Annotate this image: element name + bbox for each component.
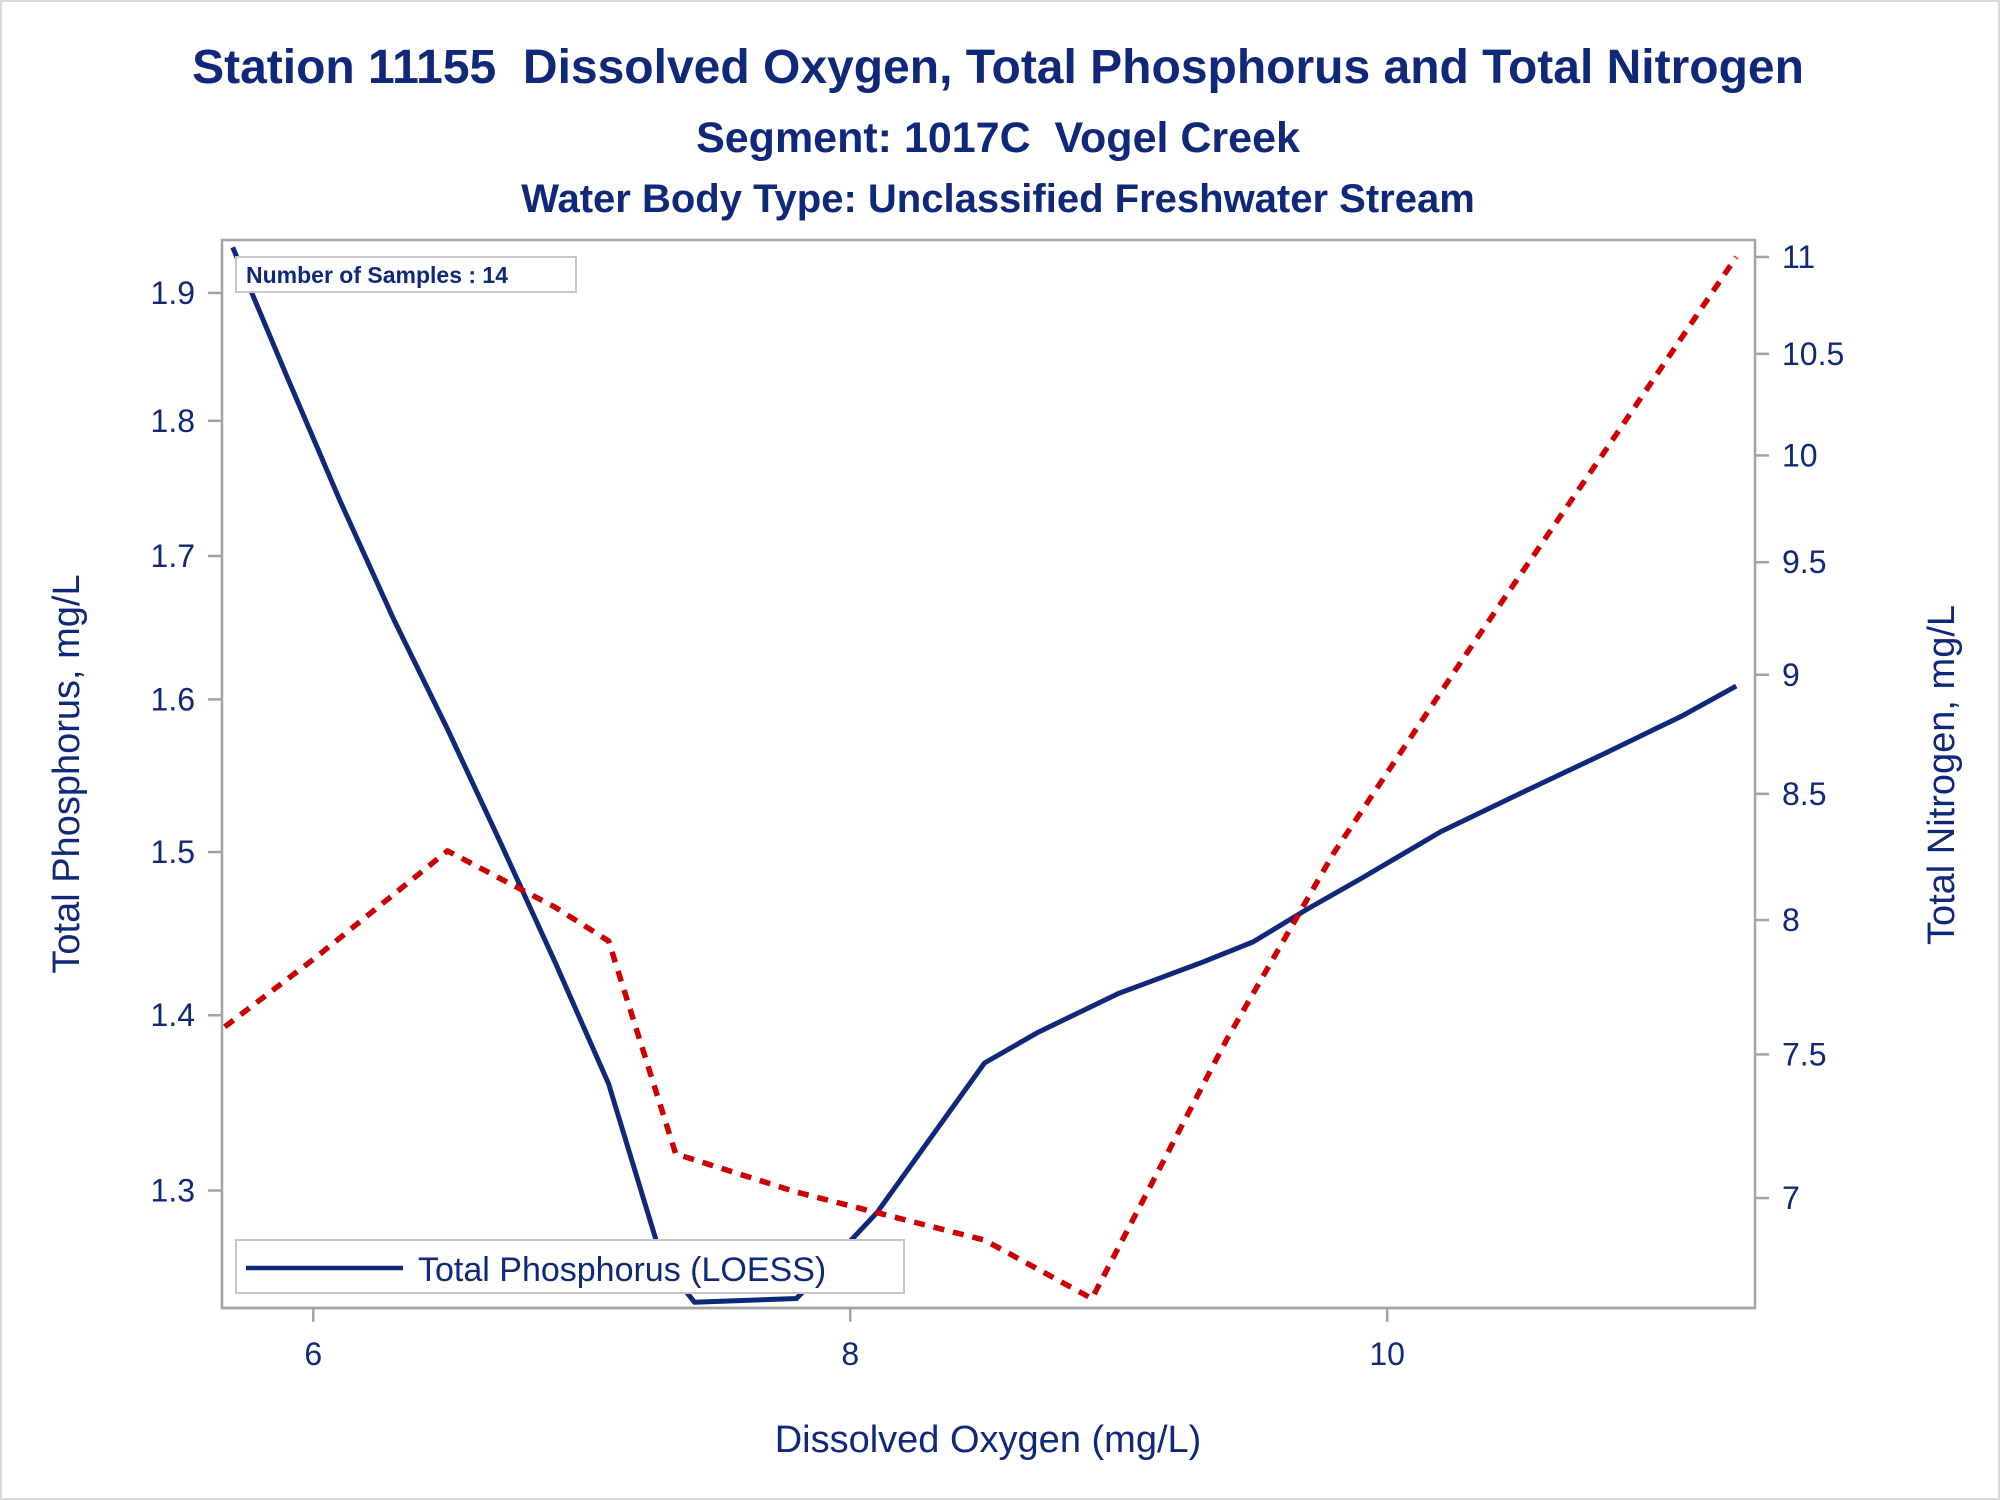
y2-tick-label: 8.5 bbox=[1782, 776, 1826, 812]
y2-tick-label: 7.5 bbox=[1782, 1036, 1826, 1072]
x-axis: 6 8 10 bbox=[222, 1306, 1755, 1372]
sample-count-text: Number of Samples : 14 bbox=[246, 262, 508, 288]
y-axis-label: Total Phosphorus, mg/L bbox=[46, 574, 88, 973]
y-axis-right: 7 7.5 8 8.5 9 9.5 10 10.5 11 bbox=[1755, 239, 1844, 1216]
y-tick-label: 1.7 bbox=[151, 538, 195, 574]
series-line-phosphorus bbox=[230, 246, 1738, 1305]
y2-tick-label: 10.5 bbox=[1782, 336, 1844, 372]
legend-label-phosphorus: Total Phosphorus (LOESS) bbox=[418, 1251, 826, 1289]
y2-tick-label: 7 bbox=[1782, 1180, 1800, 1216]
y-tick-label: 1.8 bbox=[151, 403, 195, 439]
series-layer bbox=[223, 246, 1739, 1305]
title-block: Station 11155 Dissolved Oxygen, Total Ph… bbox=[0, 28, 1996, 230]
x-tick-label: 8 bbox=[841, 1336, 859, 1372]
y2-tick-label: 9.5 bbox=[1782, 544, 1826, 580]
legend: Total Phosphorus (LOESS) bbox=[235, 1239, 905, 1294]
x-axis-label: Dissolved Oxygen (mg/L) bbox=[775, 1419, 1202, 1461]
sample-count-box: Number of Samples : 14 bbox=[235, 256, 577, 293]
y2-tick-label: 9 bbox=[1782, 657, 1800, 693]
plot-area bbox=[220, 238, 1757, 1310]
y2-tick-label: 11 bbox=[1782, 239, 1815, 275]
y2-tick-label: 10 bbox=[1782, 437, 1818, 473]
y-tick-label: 1.5 bbox=[151, 834, 195, 870]
y2-tick-label: 8 bbox=[1782, 902, 1800, 938]
y-tick-label: 1.4 bbox=[151, 997, 195, 1033]
chart-title: Station 11155 Dissolved Oxygen, Total Ph… bbox=[192, 41, 1804, 94]
series-line-nitrogen bbox=[223, 255, 1739, 1302]
x-tick-label: 10 bbox=[1369, 1336, 1405, 1372]
y-tick-label: 1.3 bbox=[151, 1173, 195, 1209]
chart-subtitle: Segment: 1017C Vogel Creek bbox=[696, 114, 1300, 162]
x-tick-label: 6 bbox=[304, 1336, 322, 1372]
chart-subtitle-2: Water Body Type: Unclassified Freshwater… bbox=[521, 177, 1475, 221]
y-tick-label: 1.9 bbox=[151, 275, 195, 311]
y-axis-left: 1.3 1.4 1.5 1.6 1.7 1.8 1.9 bbox=[151, 275, 222, 1209]
y2-axis-label: Total Nitrogen, mg/L bbox=[1921, 605, 1963, 945]
y-tick-label: 1.6 bbox=[151, 681, 195, 717]
